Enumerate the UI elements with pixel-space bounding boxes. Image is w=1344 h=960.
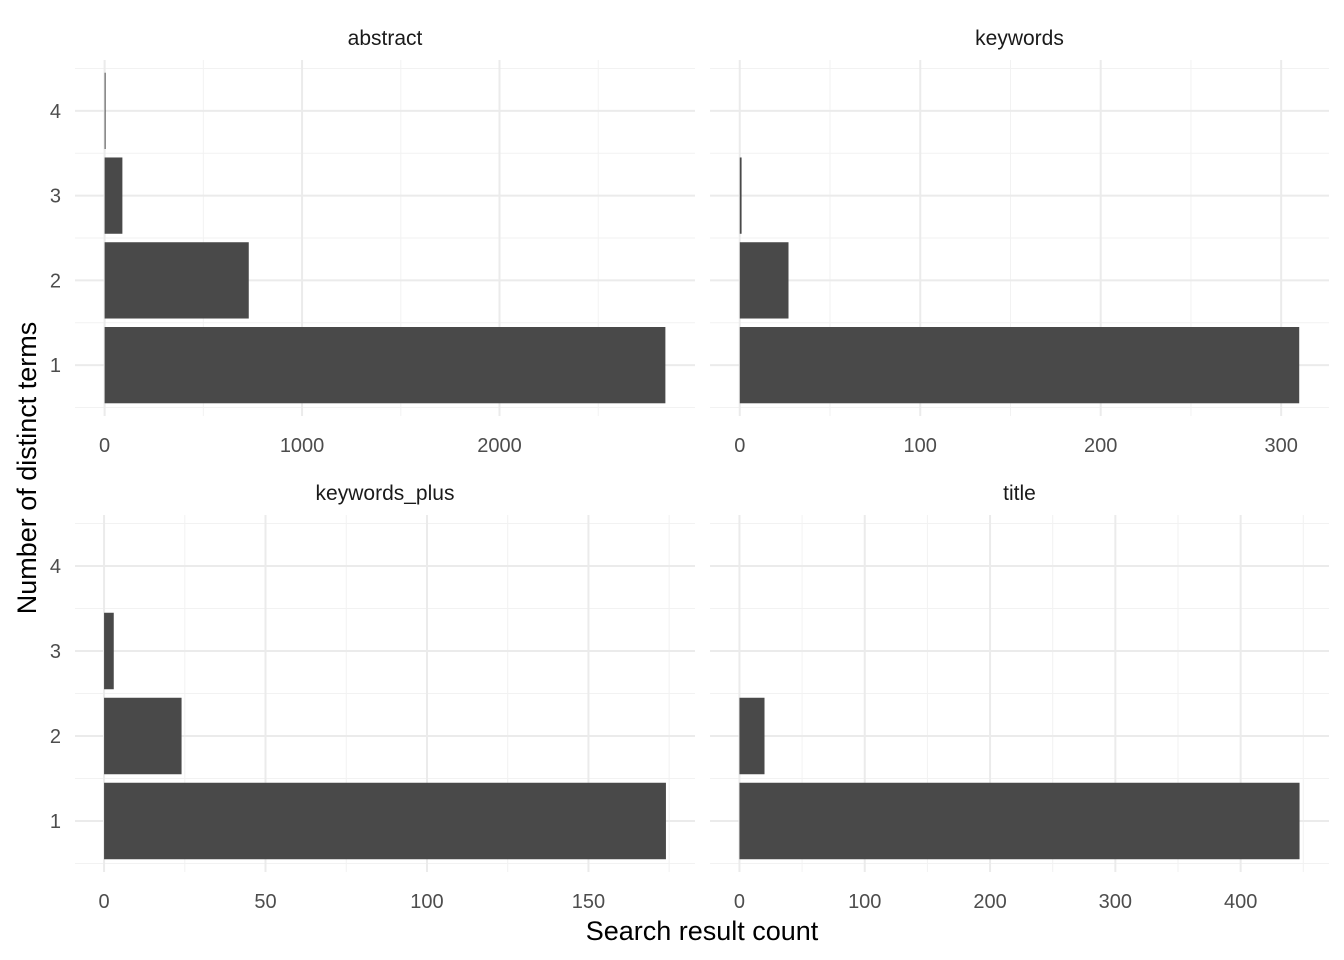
y-tick-label: 3 — [50, 641, 61, 663]
bar-keywords-2 — [739, 242, 789, 319]
bar-keywords-1 — [739, 327, 1300, 404]
facet-title: keywords — [975, 27, 1064, 50]
x-tick-label: 0 — [99, 891, 110, 913]
y-tick-label: 4 — [50, 101, 61, 123]
x-tick-label: 100 — [904, 435, 937, 457]
x-tick-label: 0 — [734, 435, 745, 457]
facet-panel-abstract: abstract 0 1000 2000 1 2 3 4 — [50, 27, 695, 457]
x-tick-label: 2000 — [477, 435, 522, 457]
bar-title-1 — [739, 782, 1300, 860]
x-axis-title: Search result count — [586, 916, 819, 946]
y-tick-label: 4 — [50, 556, 61, 578]
x-tick-label: 300 — [1099, 891, 1132, 913]
bar-abstract-1 — [104, 327, 666, 404]
facet-title: abstract — [348, 27, 423, 50]
facet-panel-title: title 0 100 200 300 400 — [710, 482, 1329, 913]
x-tick-label: 200 — [973, 891, 1006, 913]
x-tick-label: 200 — [1084, 435, 1117, 457]
facet-panel-keywords: keywords 0 100 200 300 — [710, 27, 1329, 457]
y-tick-label: 1 — [50, 355, 61, 377]
x-tick-label: 0 — [734, 891, 745, 913]
bar-title-2 — [739, 697, 765, 775]
y-tick-label: 1 — [50, 811, 61, 833]
y-tick-label: 3 — [50, 186, 61, 208]
bar-keywords-plus-2 — [104, 697, 182, 775]
bar-keywords-plus-1 — [104, 782, 666, 860]
x-tick-label: 0 — [99, 435, 110, 457]
y-tick-label: 2 — [50, 726, 61, 748]
y-tick-label: 2 — [50, 270, 61, 292]
bar-abstract-2 — [104, 242, 249, 319]
bar-keywords-3 — [739, 157, 742, 234]
x-tick-label: 300 — [1264, 435, 1297, 457]
x-tick-label: 50 — [254, 891, 276, 913]
x-tick-label: 1000 — [280, 435, 325, 457]
facet-title: keywords_plus — [316, 482, 455, 505]
bar-abstract-4 — [104, 72, 106, 149]
facet-title: title — [1003, 482, 1036, 505]
x-tick-label: 100 — [410, 891, 443, 913]
y-axis-title: Number of distinct terms — [12, 322, 42, 615]
x-tick-label: 400 — [1224, 891, 1257, 913]
bar-abstract-3 — [104, 157, 123, 234]
x-tick-label: 150 — [572, 891, 605, 913]
facet-panel-keywords-plus: keywords_plus 0 50 100 150 1 2 3 4 — [50, 482, 695, 913]
x-tick-label: 100 — [848, 891, 881, 913]
bar-keywords-plus-3 — [104, 612, 114, 690]
